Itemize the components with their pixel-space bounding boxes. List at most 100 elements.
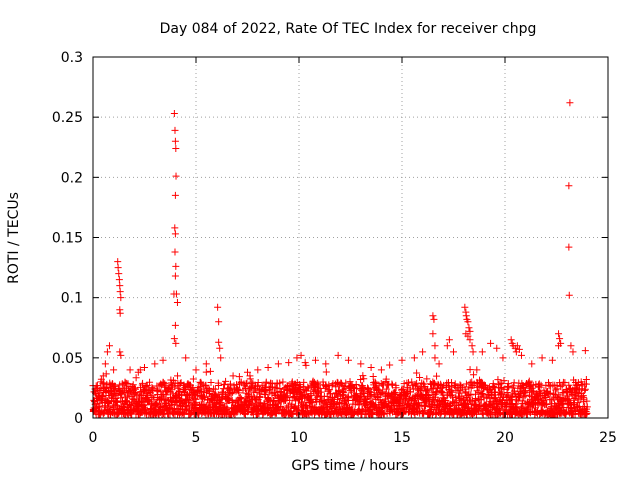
data-point xyxy=(171,272,179,280)
data-point xyxy=(262,386,270,394)
data-point xyxy=(131,384,139,392)
data-point xyxy=(217,354,225,362)
data-point xyxy=(151,360,159,368)
data-point xyxy=(432,389,440,397)
data-point xyxy=(548,396,556,404)
data-point xyxy=(132,388,140,396)
data-point xyxy=(416,374,424,382)
data-point xyxy=(192,366,200,374)
data-point xyxy=(424,386,432,394)
data-point xyxy=(341,384,349,392)
data-point xyxy=(311,356,319,364)
data-point xyxy=(377,389,385,397)
data-point xyxy=(202,360,210,368)
data-point xyxy=(388,380,396,388)
data-point xyxy=(322,368,330,376)
data-point xyxy=(561,379,569,387)
data-point xyxy=(246,375,254,383)
data-point xyxy=(308,399,316,407)
data-point xyxy=(358,406,366,414)
y-tick-label: 0.3 xyxy=(61,50,83,66)
data-point xyxy=(493,344,501,352)
data-point xyxy=(473,366,481,374)
x-tick-label: 5 xyxy=(192,430,201,446)
data-point xyxy=(519,399,527,407)
data-point xyxy=(170,335,178,343)
points-layer xyxy=(89,99,591,418)
data-point xyxy=(202,381,210,389)
data-point xyxy=(214,303,222,311)
data-point xyxy=(149,385,157,393)
y-tick-label: 0.1 xyxy=(61,291,83,307)
data-point xyxy=(515,345,523,353)
data-point xyxy=(445,336,453,344)
data-point xyxy=(130,396,138,404)
data-point xyxy=(116,348,124,356)
data-point xyxy=(99,372,107,380)
data-point xyxy=(227,390,235,398)
data-point xyxy=(465,324,473,332)
data-point xyxy=(342,379,350,387)
data-point xyxy=(206,367,214,375)
data-point xyxy=(555,342,563,350)
data-point xyxy=(115,270,123,278)
data-point xyxy=(473,387,481,395)
data-point xyxy=(462,312,470,320)
data-point xyxy=(173,298,181,306)
data-point xyxy=(116,309,124,317)
data-point xyxy=(517,351,525,359)
data-point xyxy=(254,366,262,374)
data-point xyxy=(513,342,521,350)
data-point xyxy=(274,360,282,368)
data-point xyxy=(461,303,469,311)
y-tick-label: 0.25 xyxy=(52,110,83,126)
data-point xyxy=(470,371,478,379)
data-point xyxy=(172,262,180,270)
data-point xyxy=(141,363,148,371)
data-point xyxy=(304,383,312,391)
data-point xyxy=(106,403,114,411)
data-point xyxy=(583,403,591,411)
data-point xyxy=(556,335,564,343)
data-point xyxy=(528,360,536,368)
data-point xyxy=(496,380,504,388)
chart-title: Day 084 of 2022, Rate Of TEC Index for r… xyxy=(160,21,537,37)
data-point xyxy=(582,375,590,383)
data-point xyxy=(125,391,133,399)
data-point xyxy=(325,386,333,394)
data-point xyxy=(478,390,486,398)
data-point xyxy=(126,366,134,374)
data-point xyxy=(265,396,273,404)
data-point xyxy=(146,378,154,386)
data-point xyxy=(211,385,219,393)
data-point xyxy=(300,378,308,386)
data-point xyxy=(334,351,342,359)
data-point xyxy=(235,389,243,397)
data-point xyxy=(503,391,511,399)
data-point xyxy=(344,356,352,364)
data-point xyxy=(114,258,122,266)
data-point xyxy=(172,398,180,406)
data-point xyxy=(171,126,179,134)
data-point xyxy=(580,395,588,403)
data-point xyxy=(469,348,477,356)
data-point xyxy=(565,182,573,190)
data-point xyxy=(223,405,231,413)
data-point xyxy=(360,375,368,383)
data-point xyxy=(404,389,412,397)
data-point xyxy=(262,378,270,386)
data-point xyxy=(430,315,438,323)
data-point xyxy=(500,385,508,393)
data-point xyxy=(569,348,577,356)
data-point xyxy=(322,360,330,368)
data-point xyxy=(171,224,179,232)
data-point xyxy=(543,400,551,408)
data-point xyxy=(565,291,573,299)
data-point xyxy=(184,391,192,399)
data-point xyxy=(271,384,279,392)
data-point xyxy=(425,392,433,400)
data-point xyxy=(171,191,179,199)
data-point xyxy=(317,388,325,396)
data-point xyxy=(406,388,414,396)
